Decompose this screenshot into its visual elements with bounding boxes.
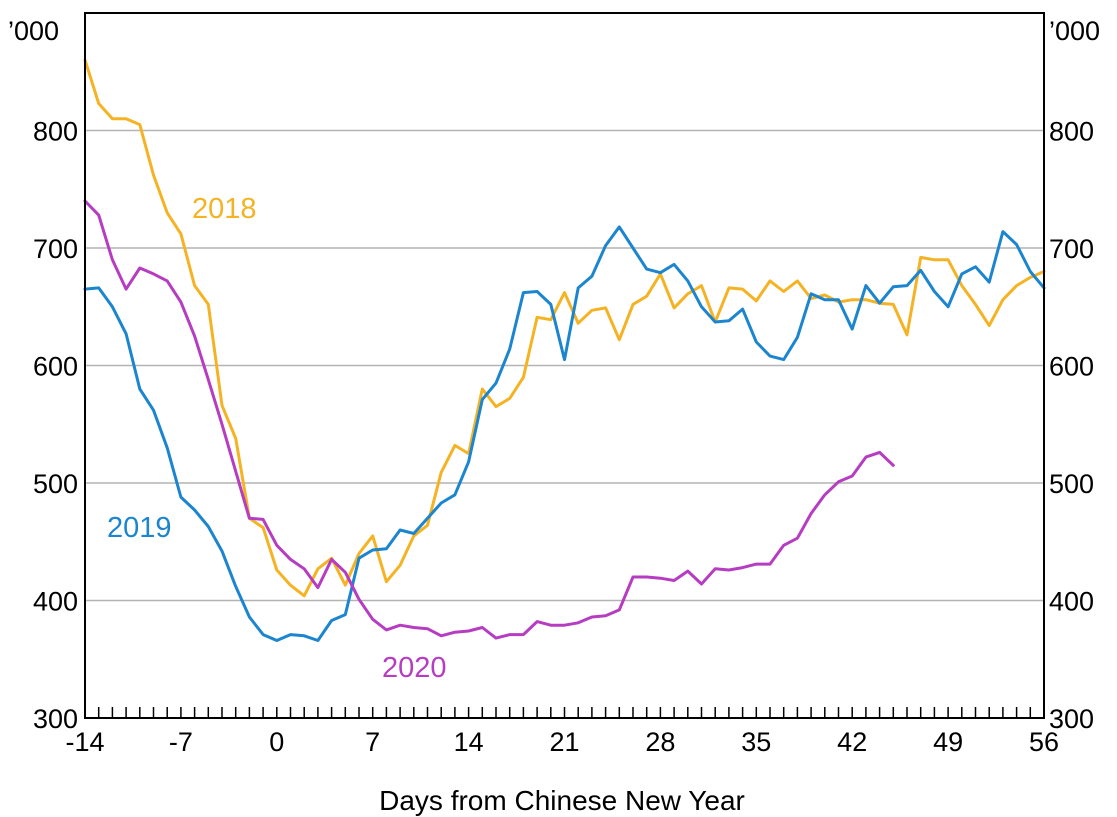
x-tick-label: 35 — [741, 727, 771, 757]
axis-ticks — [84, 707, 1045, 718]
series-line-2020 — [83, 199, 895, 640]
y-tick-label-left: 300 — [33, 704, 78, 734]
x-tick-label: -14 — [65, 727, 104, 757]
x-tick-label: 7 — [365, 727, 380, 757]
series-label-2020: 2020 — [382, 652, 447, 684]
series-label-2018: 2018 — [192, 193, 257, 225]
series-label-2019: 2019 — [107, 512, 172, 544]
y-tick-label-right: 400 — [1049, 587, 1094, 617]
x-tick-label: 28 — [645, 727, 675, 757]
y-tick-label-right: 500 — [1049, 469, 1094, 499]
tick-labels: 300 300 400 400 500 500 600 600 700 700 800 800 -14 -… — [33, 117, 1094, 758]
x-tick-label: 0 — [269, 727, 284, 757]
y-tick-label-left: 600 — [33, 352, 78, 382]
x-tick-label: -7 — [169, 727, 193, 757]
y-tick-label-left: 500 — [33, 469, 78, 499]
y-tick-label-left: 800 — [33, 117, 78, 147]
series-line-2018 — [83, 58, 1046, 598]
y-tick-label-right: 800 — [1049, 117, 1094, 147]
right-unit-label: ’000 — [1049, 16, 1100, 46]
series-line-2019 — [83, 225, 1046, 642]
plot-frame — [84, 12, 1045, 719]
x-tick-label: 21 — [549, 727, 579, 757]
x-tick-label: 56 — [1029, 727, 1059, 757]
x-tick-label: 49 — [933, 727, 963, 757]
y-tick-label-right: 700 — [1049, 234, 1094, 264]
y-tick-label-left: 700 — [33, 234, 78, 264]
y-tick-label-left: 400 — [33, 587, 78, 617]
series-lines — [83, 58, 1046, 642]
y-tick-label-right: 600 — [1049, 352, 1094, 382]
left-unit-label: ’000 — [8, 16, 59, 46]
y-tick-label-right: 300 — [1049, 704, 1094, 734]
x-tick-label: 14 — [454, 727, 484, 757]
x-axis-title: Days from Chinese New Year — [379, 785, 745, 816]
x-tick-label: 42 — [837, 727, 867, 757]
